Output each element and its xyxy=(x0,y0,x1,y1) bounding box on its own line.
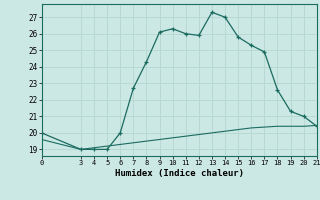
X-axis label: Humidex (Indice chaleur): Humidex (Indice chaleur) xyxy=(115,169,244,178)
